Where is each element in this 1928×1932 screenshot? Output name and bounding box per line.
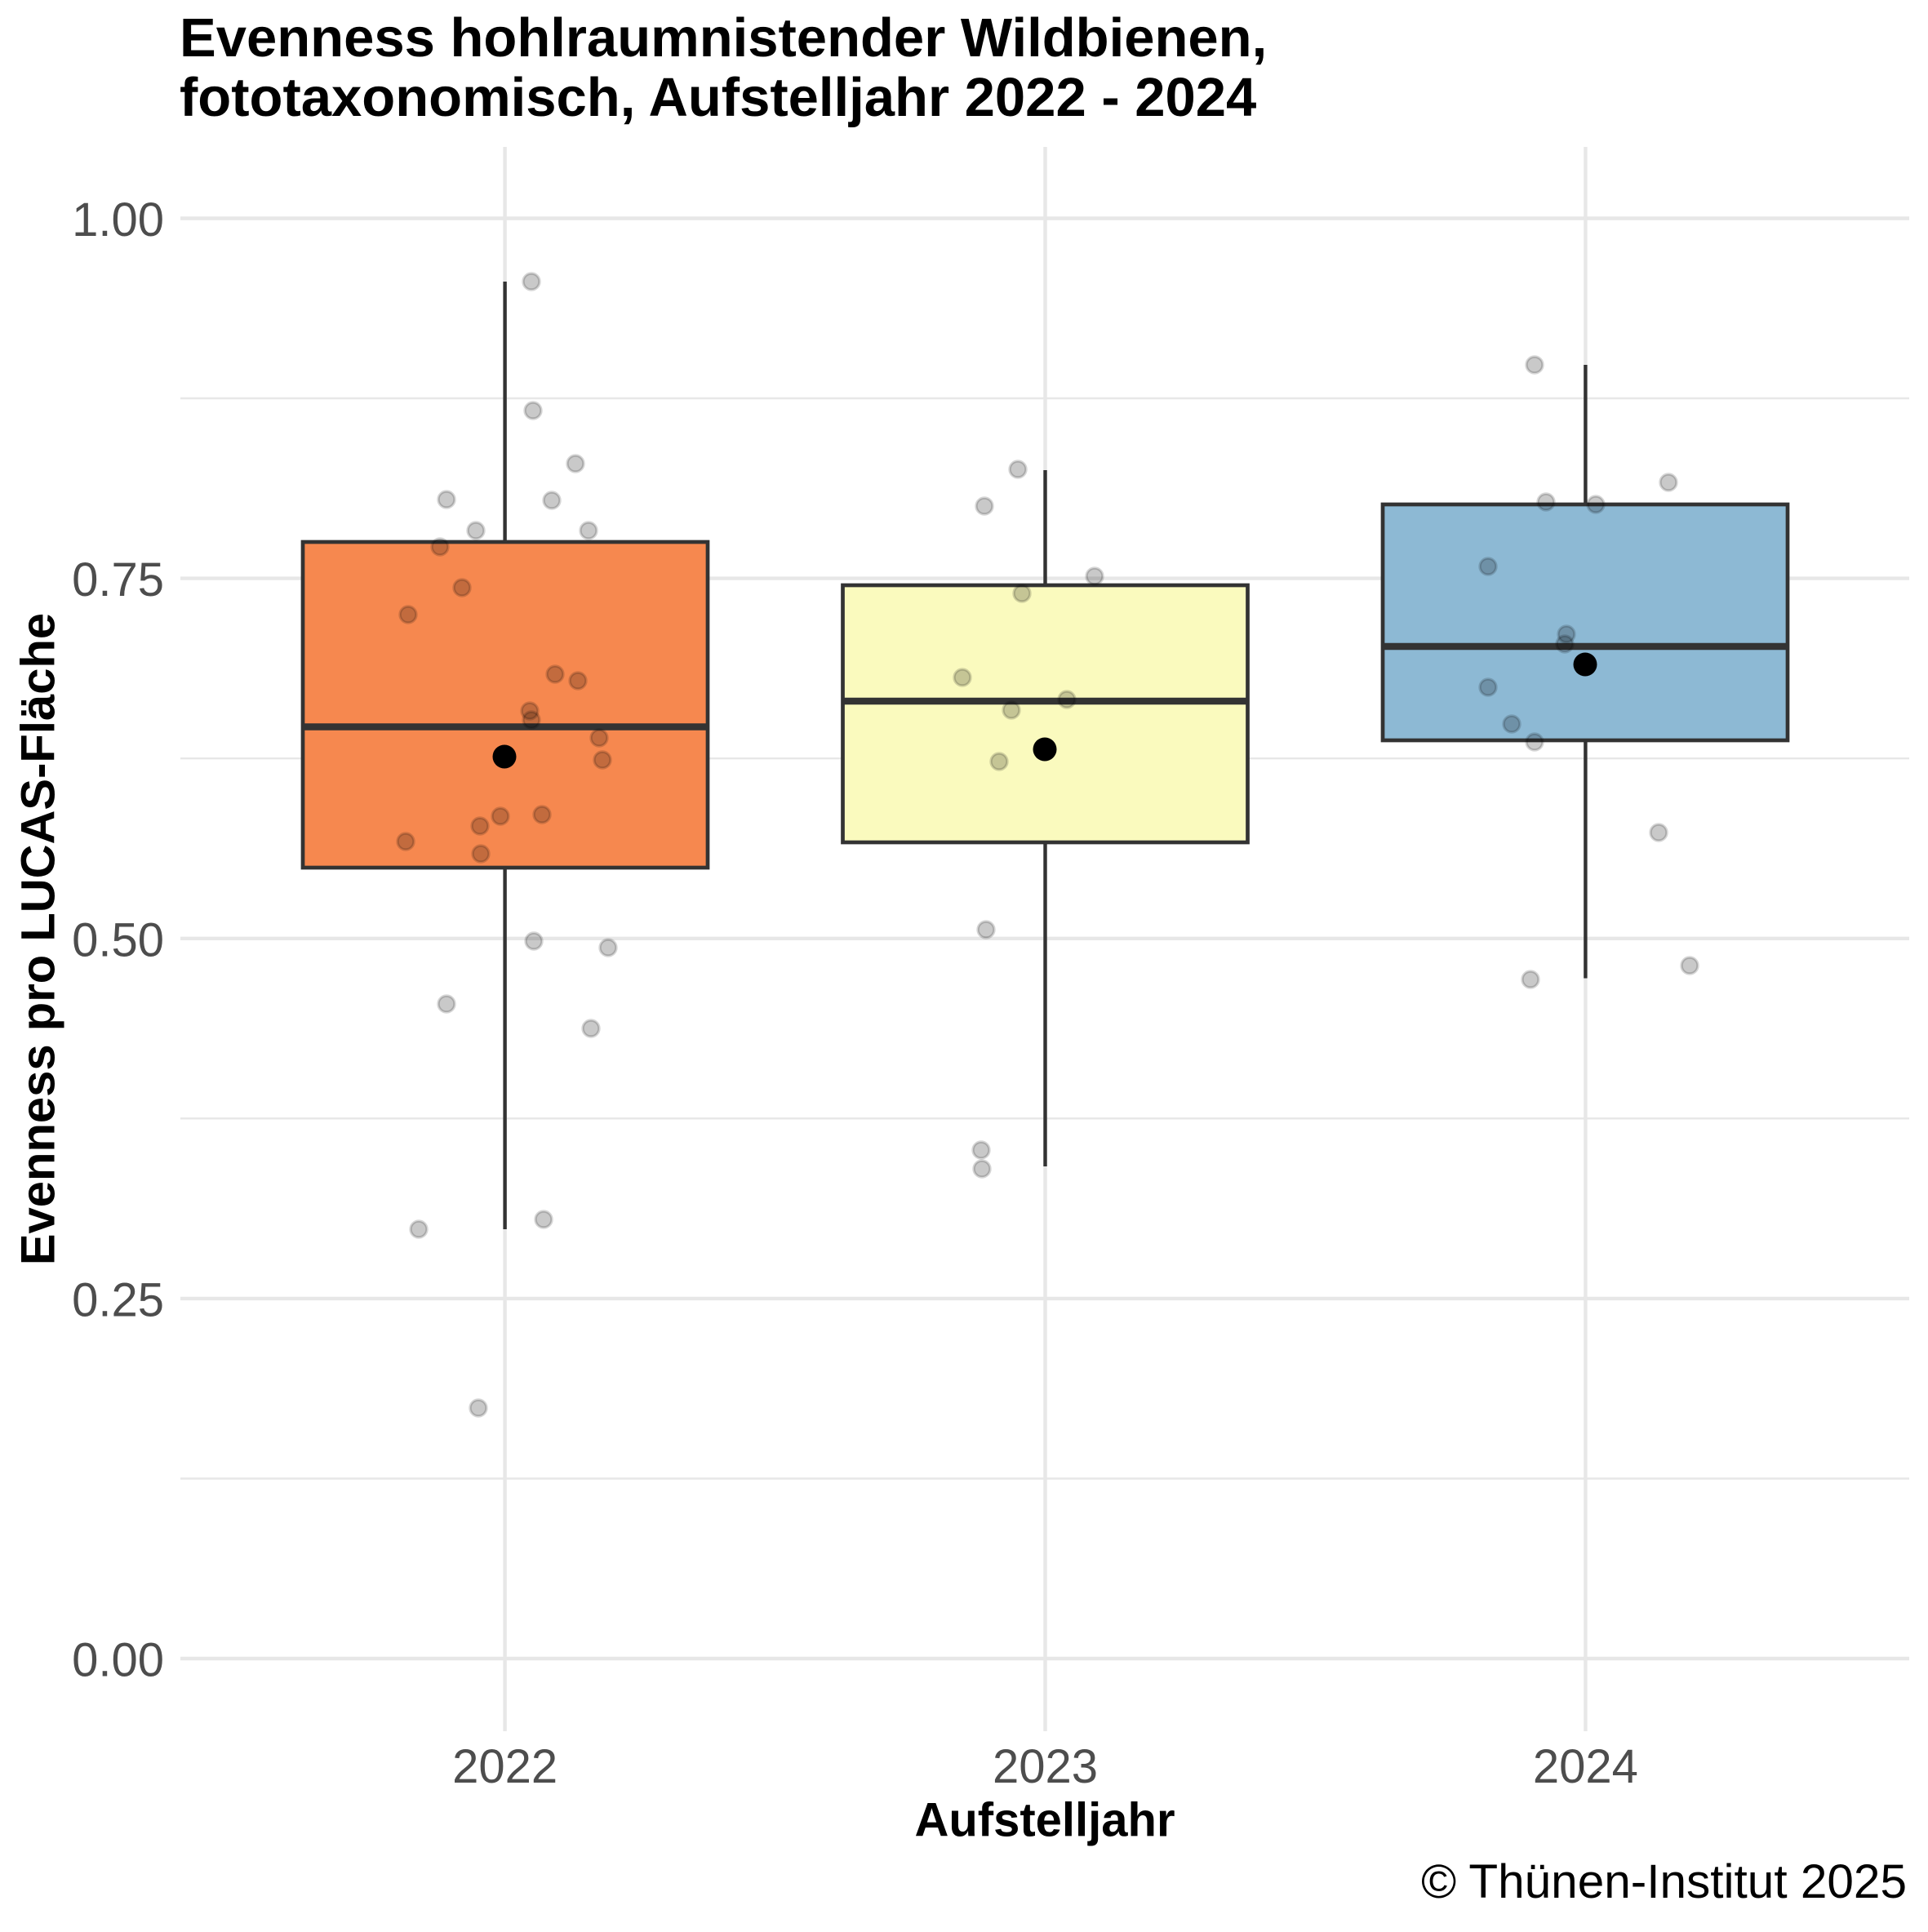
svg-text:0.00: 0.00 — [72, 1634, 164, 1687]
svg-text:0.75: 0.75 — [72, 553, 164, 606]
svg-text:2024: 2024 — [1533, 1740, 1638, 1793]
svg-text:2023: 2023 — [993, 1740, 1098, 1793]
svg-text:Aufstelljahr: Aufstelljahr — [914, 1794, 1175, 1847]
svg-text:Evenness hohlraumnistender Wil: Evenness hohlraumnistender Wildbienen, — [180, 7, 1267, 69]
svg-text:1.00: 1.00 — [72, 193, 164, 246]
svg-text:© Thünen-Institut 2025: © Thünen-Institut 2025 — [1421, 1855, 1907, 1908]
svg-text:0.50: 0.50 — [72, 913, 164, 966]
svg-text:Evenness pro LUCAS-Fläche: Evenness pro LUCAS-Fläche — [12, 613, 65, 1265]
svg-text:2022: 2022 — [452, 1740, 558, 1793]
svg-text:fototaxonomisch, Aufstelljahr: fototaxonomisch, Aufstelljahr 2022 - 202… — [180, 67, 1256, 128]
svg-text:0.25: 0.25 — [72, 1273, 164, 1326]
